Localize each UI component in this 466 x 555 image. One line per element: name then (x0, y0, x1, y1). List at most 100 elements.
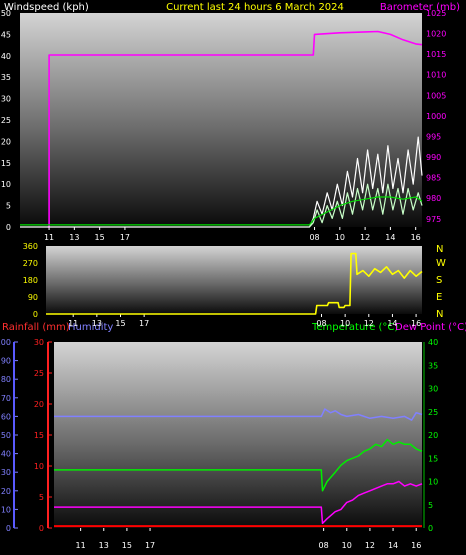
x-tick-label: 08 (309, 233, 319, 242)
x-tick-label: 11 (68, 319, 78, 328)
baro-series-line (47, 30, 423, 228)
rainfall-tick-label: 30 (34, 338, 44, 347)
rainfall-tick-label: 5 (39, 493, 44, 502)
direction-tick-label: 0 (33, 310, 38, 319)
x-tick-label: 08 (319, 541, 329, 550)
windspeed-axis-title: Windspeed (kph) (4, 2, 89, 13)
temperature-tick-label: 40 (428, 338, 438, 347)
baro-tick-label: 1015 (426, 50, 446, 59)
x-tick-label: 15 (115, 319, 125, 328)
direction-tick-label: 270 (23, 259, 38, 268)
hum-series-line (54, 408, 423, 421)
x-tick-label: 10 (340, 319, 350, 328)
temperature-tick-label: 30 (428, 385, 438, 394)
x-tick-label: 12 (364, 319, 374, 328)
baro-tick-label: 1025 (426, 9, 446, 18)
dew-series-line (54, 480, 423, 525)
temperature-axis-title: Temperature (°C) (311, 322, 398, 333)
baro-tick-label: 975 (426, 215, 441, 224)
rainfall-tick-label: 25 (34, 369, 44, 378)
temperature-tick-label: 15 (428, 454, 438, 463)
humidity-tick-label: 10 (1, 505, 11, 514)
baro-tick-label: 1005 (426, 91, 446, 100)
x-tick-label: 15 (95, 233, 105, 242)
direction-tick-label: 360 (23, 242, 38, 251)
avg-series-line (20, 196, 423, 226)
x-tick-label: 12 (365, 541, 375, 550)
baro-tick-label: 1010 (426, 71, 446, 80)
humidity-tick-label: 90 (1, 357, 11, 366)
humidity-tick-label: 80 (1, 375, 11, 384)
compass-label: N (436, 244, 443, 255)
humidity-tick-label: 0 (6, 524, 11, 533)
temperature-tick-label: 10 (428, 478, 438, 487)
baro-tick-label: 980 (426, 194, 441, 203)
x-tick-label: 15 (122, 541, 132, 550)
compass-label: W (436, 258, 446, 269)
temperature-tick-label: 5 (428, 501, 433, 510)
compass-label: S (436, 275, 442, 286)
temperature-tick-label: 20 (428, 431, 438, 440)
dewpoint-axis-title: Dew Point (°C) (395, 322, 466, 333)
wind-tick-label: 25 (1, 116, 11, 125)
baro-tick-label: 995 (426, 132, 441, 141)
rainfall-tick-label: 20 (34, 400, 44, 409)
wind-tick-label: 20 (1, 137, 11, 146)
x-tick-label: 16 (411, 233, 421, 242)
chart-title: Current last 24 hours 6 March 2024 (166, 2, 344, 13)
baro-tick-label: 990 (426, 153, 441, 162)
humidity-tick-label: 20 (1, 487, 11, 496)
wind-tick-label: 0 (6, 223, 11, 232)
humidity-tick-label: 30 (1, 468, 11, 477)
wind-tick-label: 5 (6, 202, 11, 211)
wind-tick-label: 10 (1, 180, 11, 189)
wind-tick-label: 15 (1, 159, 11, 168)
gust-series-line (309, 183, 423, 228)
x-tick-label: 14 (385, 233, 395, 242)
x-tick-label: 13 (92, 319, 102, 328)
direction-tick-label: 180 (23, 276, 38, 285)
baro-tick-label: 985 (426, 174, 441, 183)
wind-tick-label: 35 (1, 73, 11, 82)
x-tick-label: 08 (316, 319, 326, 328)
temperature-tick-label: 25 (428, 408, 438, 417)
x-tick-label: 12 (360, 233, 370, 242)
compass-label: E (436, 292, 442, 303)
humidity-axis-title: Humidity (68, 322, 113, 333)
humidity-tick-label: 50 (1, 431, 11, 440)
compass-label: N (436, 309, 443, 320)
direction-tick-label: 90 (28, 293, 38, 302)
x-tick-label: 11 (76, 541, 86, 550)
x-tick-label: 16 (411, 319, 421, 328)
temp-series-line (54, 438, 423, 492)
rainfall-tick-label: 0 (39, 524, 44, 533)
x-tick-label: 14 (387, 319, 397, 328)
wind-tick-label: 40 (1, 52, 11, 61)
x-tick-label: 10 (342, 541, 352, 550)
humidity-tick-label: 70 (1, 394, 11, 403)
temperature-plot-area (54, 342, 422, 528)
wind-tick-label: 45 (1, 30, 11, 39)
x-tick-label: 13 (99, 541, 109, 550)
rainfall-tick-label: 15 (34, 431, 44, 440)
x-tick-label: 16 (411, 541, 421, 550)
x-tick-label: 17 (120, 233, 130, 242)
humidity-tick-label: 60 (1, 412, 11, 421)
x-tick-label: 10 (335, 233, 345, 242)
baro-tick-label: 1020 (426, 30, 446, 39)
rainfall-axis-title: Rainfall (mm) (2, 322, 70, 333)
wind-tick-label: 30 (1, 95, 11, 104)
wind-plot-area (20, 13, 422, 227)
x-tick-label: 17 (145, 541, 155, 550)
baro-tick-label: 1000 (426, 112, 446, 121)
direction-plot-area (46, 246, 422, 314)
temperature-tick-label: 35 (428, 361, 438, 370)
humidity-tick-label: 40 (1, 450, 11, 459)
wind-tick-label: 50 (1, 9, 11, 18)
x-tick-label: 14 (388, 541, 398, 550)
humidity-tick-label: 100 (0, 338, 11, 347)
x-tick-label: 11 (44, 233, 54, 242)
x-tick-label: 17 (139, 319, 149, 328)
barometer-axis-title: Barometer (mb) (380, 2, 460, 13)
